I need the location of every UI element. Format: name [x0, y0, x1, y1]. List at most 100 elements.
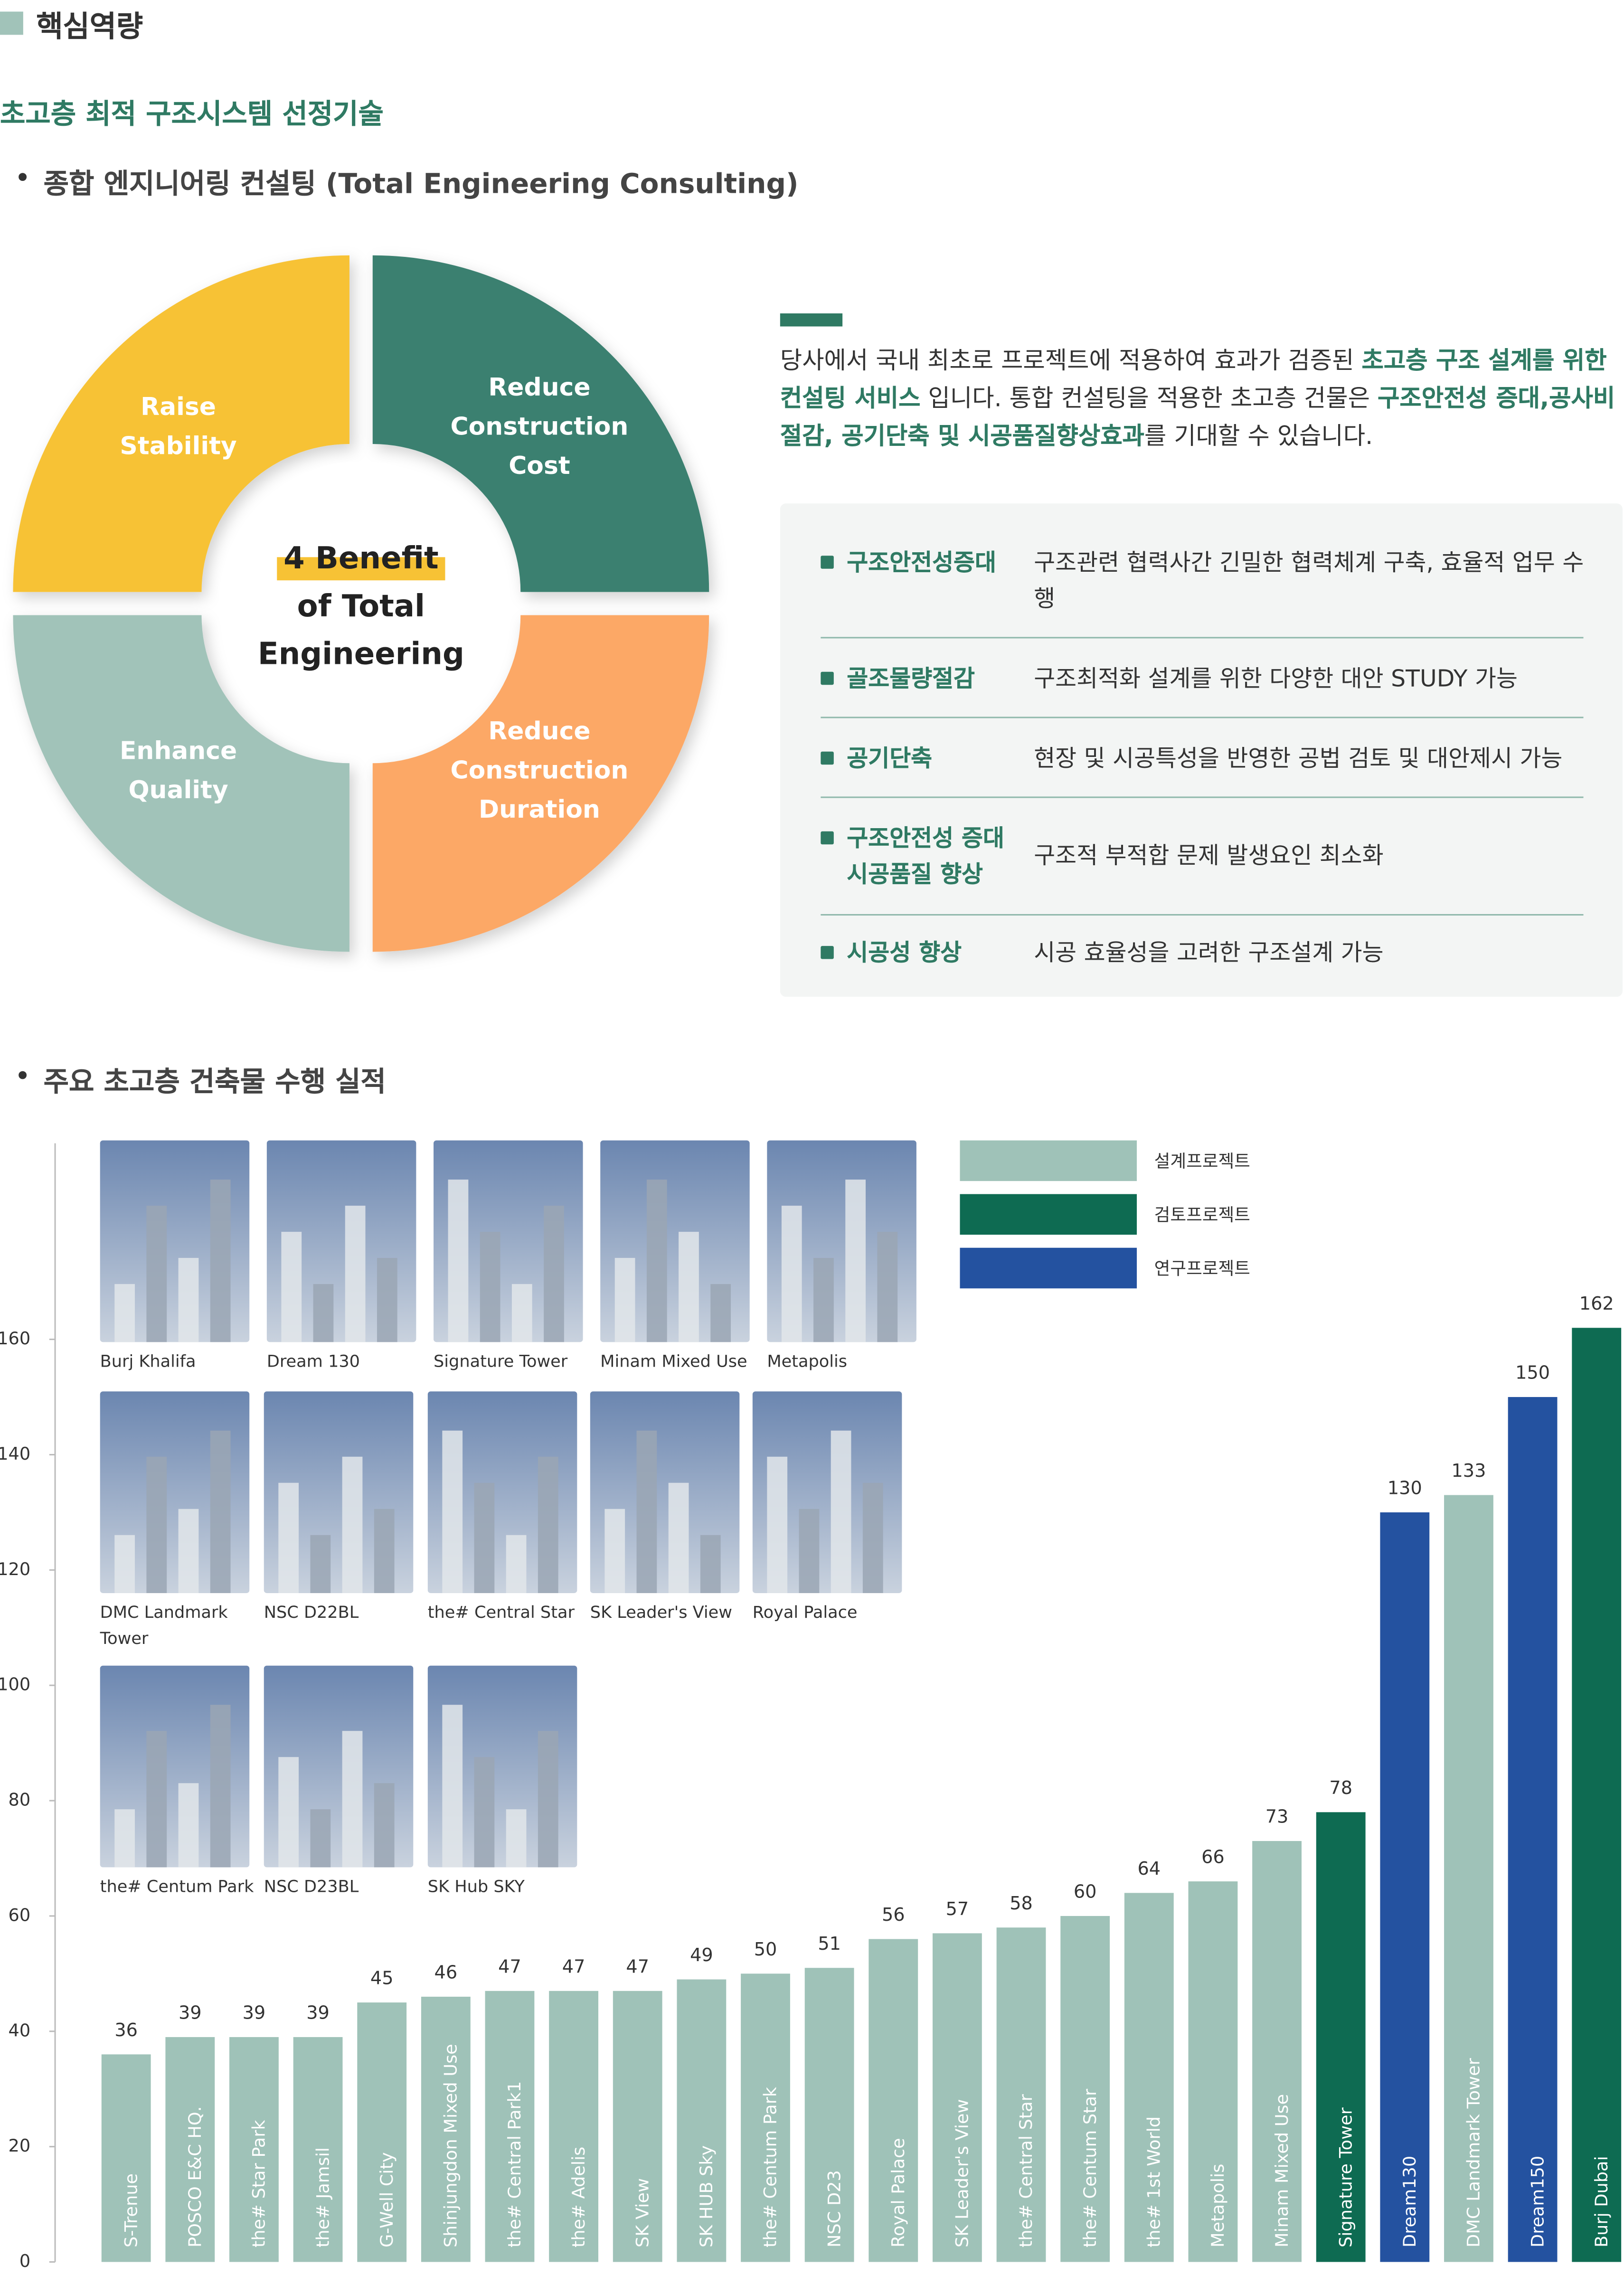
photo-building — [506, 1535, 527, 1593]
segment-label: Quality — [128, 776, 228, 804]
x-tick-label: SK HUB Sky — [696, 2145, 717, 2247]
photo-label: SK Leader's View — [590, 1603, 732, 1622]
segment-label: Reduce — [488, 717, 590, 746]
photo-building — [767, 1456, 788, 1593]
photo-building — [342, 1456, 363, 1593]
bar — [357, 2002, 407, 2262]
photo-label: NSC D23BL — [264, 1877, 359, 1896]
row-separator — [821, 717, 1584, 718]
y-tick-label: 20 — [9, 2135, 31, 2156]
text: 입니다. 통합 컨설팅을 적용한 초고층 건물은 — [920, 384, 1378, 412]
y-tick-label: 100 — [0, 1674, 30, 1695]
x-tick-label: DMC Landmark Tower — [1463, 2058, 1484, 2247]
bar — [293, 2037, 343, 2262]
legend-label: 연구프로젝트 — [1154, 1258, 1250, 1279]
segment-label: Duration — [479, 795, 600, 824]
photo-label: Burj Khalifa — [100, 1351, 196, 1371]
photo-building — [313, 1284, 334, 1342]
legend-label: 검토프로젝트 — [1154, 1205, 1250, 1225]
row-separator — [821, 637, 1584, 639]
row-bullet — [821, 946, 834, 959]
photo-building — [114, 1535, 135, 1593]
value-label: 46 — [434, 1963, 458, 1983]
photo-building — [845, 1180, 866, 1342]
photo-building — [310, 1809, 331, 1868]
value-label: 47 — [562, 1956, 585, 1977]
x-tick-label: Burj Dubai — [1591, 2156, 1612, 2247]
segment-label: Raise — [141, 393, 216, 421]
photo-label: NSC D22BL — [264, 1603, 359, 1622]
y-tick-label: 60 — [9, 1905, 31, 1925]
photo-label-line: Tower — [100, 1629, 149, 1648]
row-label: 공기단축 — [847, 744, 933, 772]
x-tick-label: the# 1st World — [1144, 2116, 1164, 2247]
text: 당사에서 국내 최초로 프로젝트에 적용하여 효과가 검증된 — [780, 347, 1362, 375]
photo-building — [636, 1430, 657, 1593]
segment-label: Stability — [120, 432, 236, 461]
bar — [677, 1979, 727, 2262]
photo-label: Signature Tower — [434, 1351, 568, 1371]
value-label: 39 — [179, 2003, 202, 2024]
photo-building — [278, 1482, 299, 1593]
photo-label: DMC Landmark Tower — [100, 1603, 228, 1648]
photo-building — [710, 1284, 731, 1342]
bar — [1380, 1512, 1430, 2262]
value-label: 58 — [1010, 1893, 1033, 1914]
row-desc: 구조적 부적합 문제 발생요인 최소화 — [1034, 841, 1384, 869]
emphasis: 초고층 구조 설계를 위한 컨설팅 서비스 — [780, 347, 1607, 412]
text: 를 기대할 수 있습니다. — [1144, 422, 1373, 450]
photo-building — [604, 1509, 625, 1593]
bar — [229, 2037, 279, 2262]
segment-label: Construction — [451, 756, 629, 785]
row-desc: 시공 효율성을 고려한 구조설계 가능 — [1034, 938, 1384, 966]
photo-building — [178, 1509, 199, 1593]
photo-building — [862, 1482, 883, 1593]
x-tick-label: G-Well City — [377, 2152, 397, 2247]
row-bullet — [821, 556, 834, 569]
bullet: • — [14, 1060, 31, 1093]
donut-center — [219, 461, 503, 746]
photo-label: Dream 130 — [267, 1351, 360, 1371]
legend-swatch — [960, 1247, 1137, 1289]
value-label: 60 — [1074, 1882, 1097, 1903]
photo-building — [511, 1284, 532, 1342]
donut-segment — [13, 255, 349, 592]
value-label: 64 — [1138, 1859, 1161, 1879]
value-label: 39 — [306, 2003, 330, 2024]
bar — [1252, 1841, 1302, 2262]
bar — [101, 2054, 151, 2262]
x-tick-label: POSCO E&C HQ. — [185, 2106, 205, 2247]
x-tick-label: Dream130 — [1399, 2156, 1420, 2247]
x-tick-label: the# Jamsil — [312, 2147, 333, 2247]
photo-building — [210, 1430, 231, 1593]
value-label: 36 — [114, 2020, 138, 2041]
photo-building — [281, 1232, 302, 1342]
y-tick-label: 0 — [19, 2251, 30, 2271]
photo-building — [480, 1232, 500, 1342]
photo-building — [474, 1757, 495, 1868]
row-label: 구조안전성증대 — [847, 548, 996, 576]
row-desc: 구조관련 협력사간 긴밀한 협력체계 구축, 효율적 업무 수행 — [1034, 548, 1584, 613]
photo-building — [374, 1783, 395, 1868]
value-label: 49 — [690, 1945, 713, 1966]
bar — [932, 1933, 982, 2262]
photo-building — [178, 1258, 199, 1342]
section-title: 종합 엔지니어링 컨설팅 (Total Engineering Consulti… — [43, 168, 799, 200]
x-tick-label: SK Leader's View — [952, 2099, 973, 2247]
photo-building — [781, 1206, 802, 1342]
bar — [549, 1991, 599, 2262]
x-tick-label: the# Centum Park — [760, 2086, 781, 2247]
center-label: Engineering — [258, 636, 464, 672]
legend-swatch — [960, 1194, 1137, 1235]
value-label: 57 — [946, 1899, 969, 1920]
bar — [996, 1927, 1046, 2262]
donut-segment — [13, 615, 349, 952]
photo-building — [374, 1509, 395, 1593]
bar — [1572, 1328, 1622, 2262]
bullet: • — [14, 162, 31, 195]
photo-label-line: DMC Landmark — [100, 1603, 228, 1622]
photo-building — [668, 1482, 689, 1593]
center-label: of Total — [297, 588, 425, 624]
segment-label: Construction — [451, 412, 629, 441]
